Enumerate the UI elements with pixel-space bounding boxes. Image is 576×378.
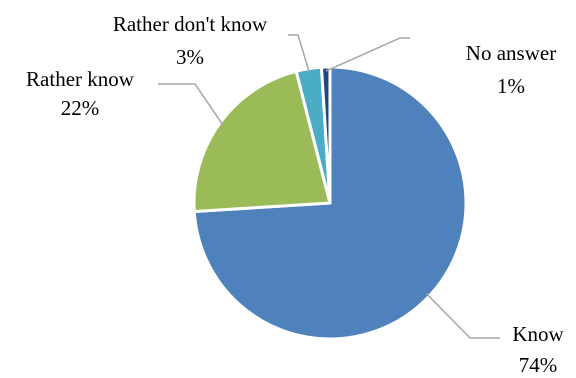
leader-line-no-answer xyxy=(325,37,410,72)
label-value-know: 74% xyxy=(519,353,558,377)
leader-line-rather-don-t-know xyxy=(288,34,311,73)
pie-slice-rather-know xyxy=(192,69,332,214)
label-value-no-answer: 1% xyxy=(497,74,525,98)
label-value-rather-know: 22% xyxy=(61,96,100,120)
pie-slices xyxy=(192,65,468,341)
label-category-rather-dont-know: Rather don't know xyxy=(113,12,268,36)
label-category-no-answer: No answer xyxy=(466,41,556,65)
label-value-rather-dont-know: 3% xyxy=(176,45,204,69)
label-category-rather-know: Rather know xyxy=(26,67,135,91)
leader-lines xyxy=(158,34,500,339)
leader-line-know xyxy=(425,292,500,339)
leader-line-rather-know xyxy=(158,83,224,126)
label-category-know: Know xyxy=(512,322,564,346)
pie-slice-no-answer xyxy=(319,65,332,205)
